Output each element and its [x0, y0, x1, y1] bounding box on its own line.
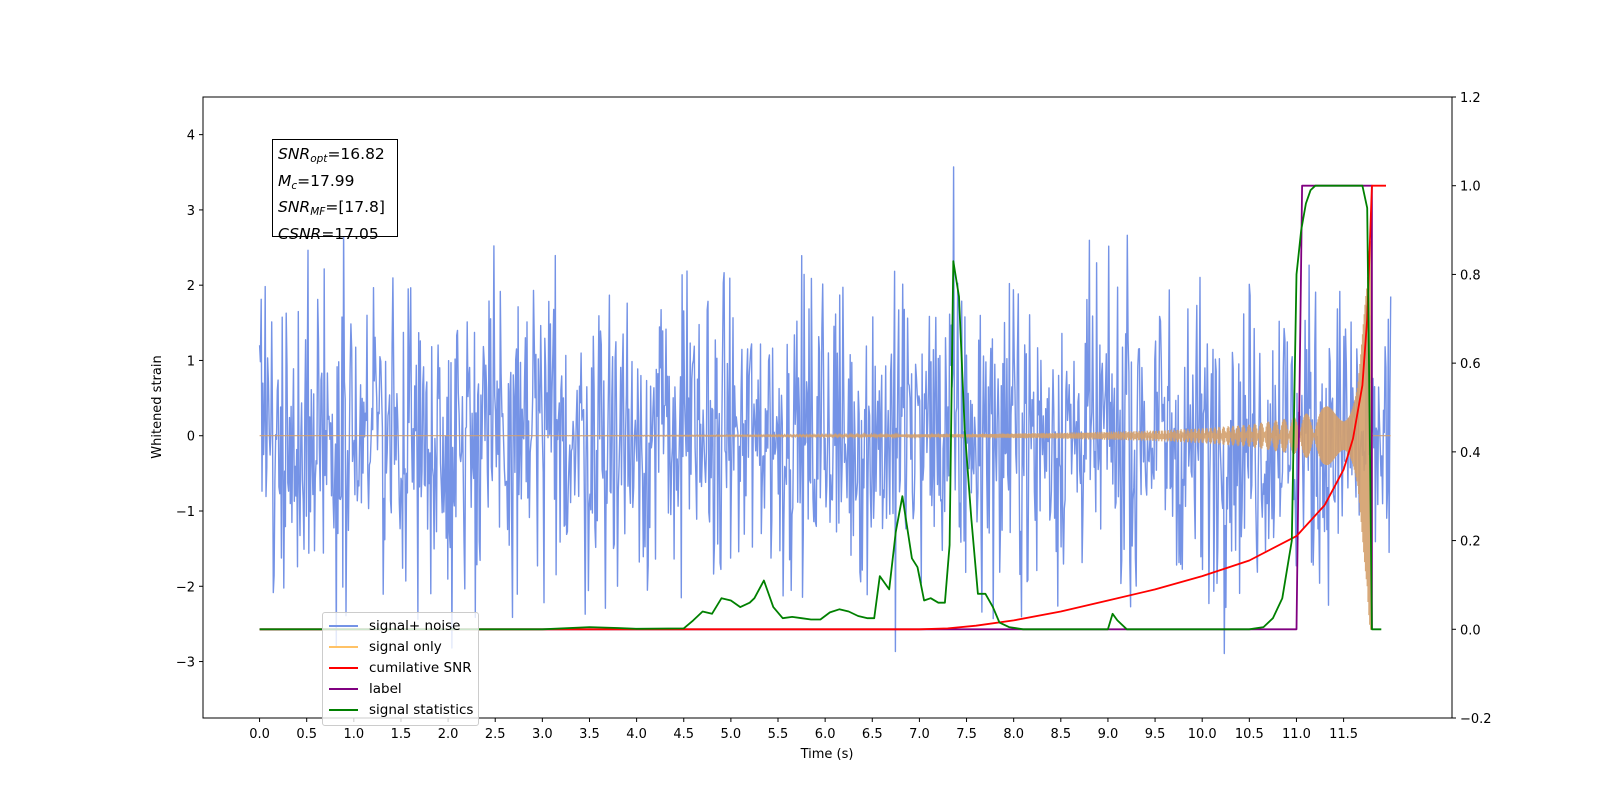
- y2-tick-label: 0.0: [1460, 623, 1481, 638]
- annotation-snr-mf: SNRMF=[17.8]: [278, 198, 385, 218]
- y-axis-label: Whitened strain: [150, 355, 165, 458]
- x-tick-label: 3.0: [532, 727, 553, 742]
- legend-swatch: [329, 666, 358, 669]
- legend-swatch: [329, 624, 358, 627]
- annotation-csnr: CSNR=17.05: [278, 224, 379, 243]
- x-tick-label: 4.5: [673, 727, 694, 742]
- y-tick-label: −1: [176, 505, 195, 520]
- annotation-snr-opt: SNRopt=16.82: [278, 145, 385, 165]
- y-tick-label: −2: [176, 580, 195, 595]
- y-axis-right: −0.2 0.0 0.2 0.4 0.6 0.8 1.0 1.2: [1452, 91, 1492, 727]
- x-tick-label: 7.5: [956, 727, 977, 742]
- y2-tick-label: 0.4: [1460, 446, 1481, 461]
- y-tick-label: 3: [187, 204, 195, 219]
- y2-tick-label: −0.2: [1460, 712, 1492, 727]
- legend-swatch: [329, 709, 358, 712]
- y2-tick-label: 0.2: [1460, 535, 1481, 550]
- x-tick-label: 10.5: [1235, 727, 1264, 742]
- line-series: [259, 184, 1386, 631]
- signal-noise-line: [258, 166, 1392, 655]
- x-tick-label: 11.5: [1329, 727, 1358, 742]
- cumilative-snr-line: [259, 184, 1386, 631]
- legend-item-label: label: [329, 679, 478, 700]
- x-tick-label: 3.5: [579, 727, 600, 742]
- y-tick-label: −3: [176, 656, 195, 671]
- x-tick-label: 8.0: [1003, 727, 1024, 742]
- legend-item-cumilative-snr: cumilative SNR: [329, 657, 478, 678]
- x-tick-label: 6.5: [862, 727, 883, 742]
- x-tick-label: 0.0: [249, 727, 270, 742]
- x-tick-label: 8.5: [1050, 727, 1071, 742]
- y-tick-label: 0: [187, 430, 195, 445]
- x-tick-label: 1.0: [343, 727, 364, 742]
- legend-swatch: [329, 688, 358, 691]
- legend-item-signal-noise: signal+ noise: [329, 615, 478, 636]
- x-tick-label: 6.0: [815, 727, 836, 742]
- annotation-box: SNRopt=16.82 Mc=17.99 SNRMF=[17.8] CSNR=…: [272, 139, 398, 243]
- legend: signal+ noise signal only cumilative SNR…: [322, 612, 479, 726]
- annotation-mc: Mc=17.99: [278, 171, 355, 192]
- y2-tick-label: 1.0: [1460, 180, 1481, 195]
- y-tick-label: 2: [187, 279, 195, 294]
- x-tick-label: 0.5: [296, 727, 317, 742]
- y-tick-label: 4: [187, 129, 195, 144]
- x-tick-label: 5.5: [768, 727, 789, 742]
- y2-tick-label: 0.6: [1460, 357, 1481, 372]
- x-axis-label: Time (s): [800, 747, 854, 762]
- legend-swatch: [329, 645, 358, 648]
- x-tick-label: 4.0: [626, 727, 647, 742]
- y-tick-label: 1: [187, 354, 195, 369]
- signal-only-line: [259, 241, 1391, 630]
- legend-item-signal-statistics: signal statistics: [329, 700, 478, 721]
- plot-frame: [202, 96, 1453, 719]
- y2-tick-label: 1.2: [1460, 91, 1481, 106]
- x-axis: 0.0 0.5 1.0 1.5 2.0 2.5 3.0 3.5 4.0 4.5 5.0 5.5 6.0 6…: [249, 718, 1358, 742]
- x-tick-label: 2.5: [485, 727, 506, 742]
- x-tick-label: 7.0: [909, 727, 930, 742]
- signal-statistics-line: [259, 184, 1382, 631]
- x-tick-label: 5.0: [721, 727, 742, 742]
- x-tick-label: 9.5: [1145, 727, 1166, 742]
- label-line: [259, 184, 1373, 631]
- signal-series: [259, 241, 1391, 630]
- x-tick-label: 1.5: [391, 727, 412, 742]
- x-tick-label: 11.0: [1282, 727, 1311, 742]
- x-tick-label: 10.0: [1188, 727, 1217, 742]
- y-axis-left: −3 −2 −1 0 1 2 3 4: [176, 129, 203, 671]
- x-tick-label: 9.0: [1098, 727, 1119, 742]
- noise-series: [258, 166, 1392, 655]
- x-tick-label: 2.0: [438, 727, 459, 742]
- y2-tick-label: 0.8: [1460, 268, 1481, 283]
- legend-item-signal-only: signal only: [329, 636, 478, 657]
